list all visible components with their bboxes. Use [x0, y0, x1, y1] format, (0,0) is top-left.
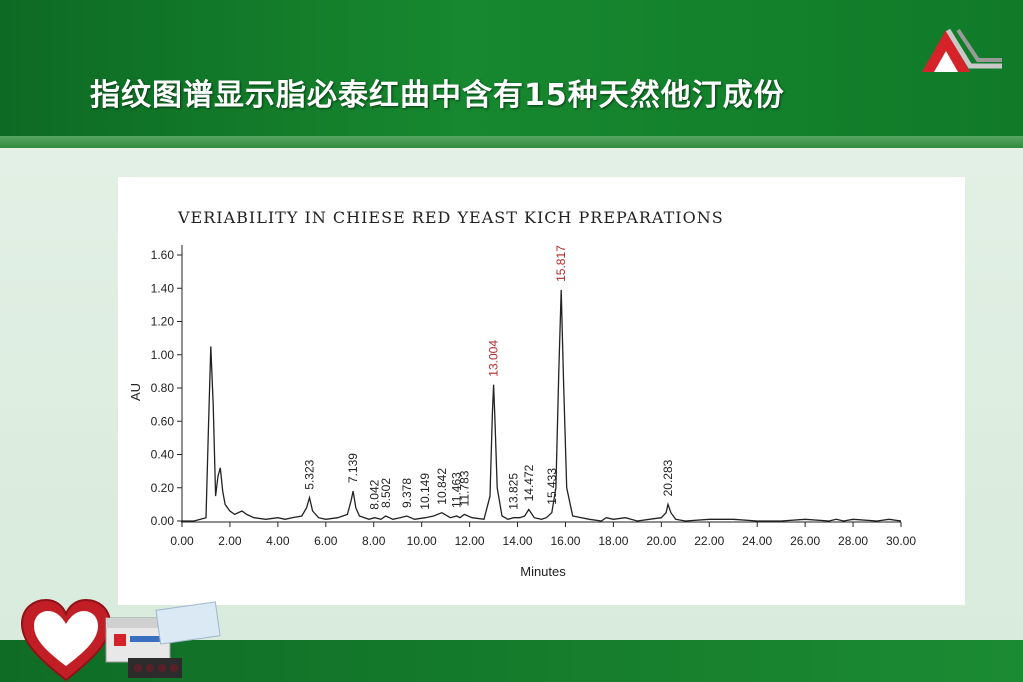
x-tick-label: 12.00	[455, 534, 485, 548]
peak-label: 10.842	[435, 468, 449, 505]
chart-title: VERIABILITY IN CHIESE RED YEAST KICH PRE…	[177, 208, 724, 227]
chart-axes	[181, 245, 901, 523]
chromatogram-chart: VERIABILITY IN CHIESE RED YEAST KICH PRE…	[128, 208, 916, 579]
y-tick-label: 1.40	[151, 281, 175, 295]
slide-title: 指纹图谱显示脂必泰红曲中含有15种天然他汀成份	[90, 78, 785, 113]
x-tick-label: 8.00	[362, 534, 386, 548]
header-stripe	[0, 136, 1023, 148]
product-decoration	[20, 598, 221, 682]
y-tick-label: 0.40	[151, 448, 175, 462]
slide-header	[0, 0, 1023, 136]
x-tick-label: 6.00	[314, 534, 338, 548]
peak-label: 13.004	[487, 340, 501, 377]
chart-panel: VERIABILITY IN CHIESE RED YEAST KICH PRE…	[118, 177, 965, 605]
y-ticks: 0.00 0.20 0.40 0.60 0.80 1.00 1.20 1.40 1.60	[151, 248, 182, 528]
y-tick-label: 1.00	[151, 348, 175, 362]
y-axis-label: AU	[128, 383, 143, 401]
peak-label: 5.323	[303, 459, 317, 489]
x-tick-label: 4.00	[266, 534, 290, 548]
y-tick-label: 1.60	[151, 248, 175, 262]
x-tick-label: 2.00	[218, 534, 242, 548]
x-ticks: 0.00 2.00 4.00 6.00 8.00 10.00 12.00 14.00 16.00…	[170, 522, 916, 548]
peak-label: 11.783	[457, 470, 471, 506]
peak-label: 8.042	[368, 479, 382, 509]
x-tick-label: 14.00	[503, 534, 533, 548]
x-tick-label: 18.00	[598, 534, 628, 548]
peak-label: 8.502	[379, 478, 393, 508]
y-tick-label: 1.20	[151, 315, 175, 329]
product-box-icon	[105, 601, 221, 678]
x-tick-label: 24.00	[742, 534, 772, 548]
peak-label: 15.433	[545, 468, 559, 505]
x-tick-label: 26.00	[790, 534, 820, 548]
x-axis-label: Minutes	[520, 564, 566, 579]
peak-label: 20.283	[661, 459, 675, 496]
peak-label: 9.378	[400, 478, 414, 508]
peak-label: 15.817	[554, 245, 568, 282]
x-tick-label: 10.00	[407, 534, 437, 548]
peak-label: 7.139	[346, 453, 360, 483]
y-tick-label: 0.80	[151, 381, 175, 395]
peak-label: 13.825	[506, 473, 520, 510]
series-line	[182, 289, 902, 522]
x-tick-label: 22.00	[694, 534, 724, 548]
peak-label: 11.463	[450, 472, 464, 508]
y-tick-label: 0.60	[151, 414, 175, 428]
x-tick-label: 30.00	[886, 534, 916, 548]
y-tick-label: 0.00	[151, 514, 175, 528]
x-tick-label: 28.00	[838, 534, 868, 548]
x-tick-label: 0.00	[170, 534, 194, 548]
x-tick-label: 16.00	[550, 534, 580, 548]
brand-logo-icon	[922, 28, 1002, 72]
peak-label: 10.149	[418, 473, 432, 510]
x-tick-label: 20.00	[646, 534, 676, 548]
peak-label: 14.472	[522, 464, 536, 501]
y-tick-label: 0.20	[151, 481, 175, 495]
